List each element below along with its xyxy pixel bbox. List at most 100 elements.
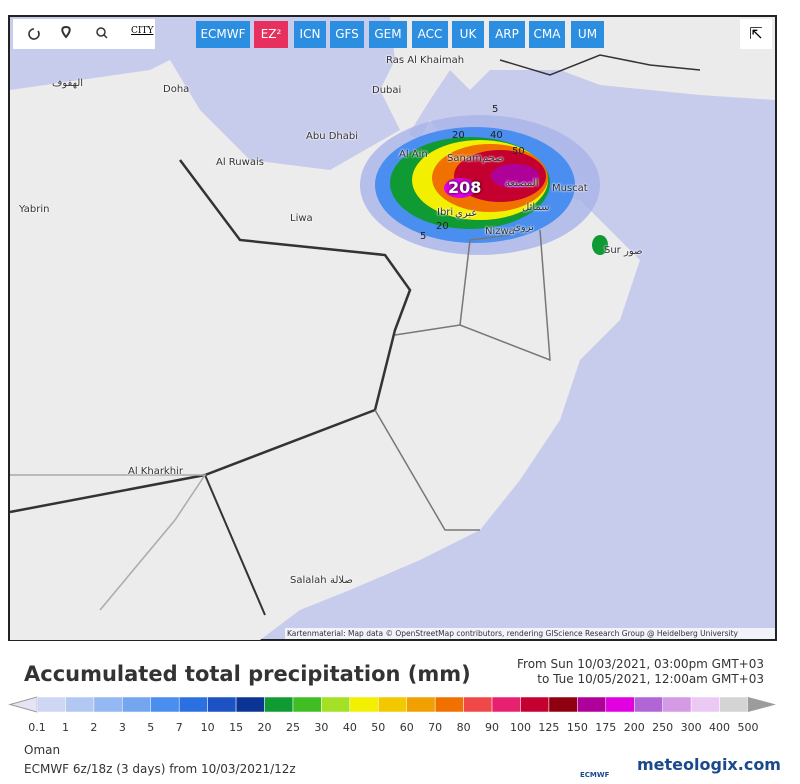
legend-swatch xyxy=(719,696,749,713)
legend-label: 7 xyxy=(175,721,183,734)
region-border xyxy=(459,234,511,326)
site-logo[interactable]: meteologix.com xyxy=(637,755,781,774)
place-label: Salalah xyxy=(290,575,327,586)
location-icon[interactable] xyxy=(61,25,71,39)
place-label: Doha xyxy=(163,84,190,95)
region-border xyxy=(394,229,551,362)
legend-label: 125 xyxy=(538,721,560,734)
place-label: Sur xyxy=(604,245,621,256)
model-button[interactable]: ARP xyxy=(489,21,525,48)
border xyxy=(499,54,701,76)
model-info: ECMWF 6z/18z (3 days) from 10/03/2021/12… xyxy=(24,762,296,776)
place-label: Abu Dhabi xyxy=(306,131,358,142)
legend-swatch xyxy=(65,696,95,713)
legend-label: 40 xyxy=(342,721,357,734)
legend-swatch xyxy=(406,696,436,713)
model-button[interactable]: UM xyxy=(571,21,604,48)
place-label: Muscat xyxy=(552,183,588,194)
place-label: Al Ruwais xyxy=(216,157,264,168)
place-label: Ras Al Khaimah xyxy=(386,55,465,66)
legend-swatch xyxy=(122,696,152,713)
legend-swatch xyxy=(548,696,578,713)
model-button[interactable]: CMA xyxy=(529,21,565,48)
legend-label: 200 xyxy=(623,721,645,734)
place-label: Al Kharkhir xyxy=(128,466,183,477)
city-toggle[interactable]: CITY xyxy=(131,26,154,36)
model-button[interactable]: EZ² xyxy=(254,21,288,48)
legend-swatch xyxy=(292,696,322,713)
legend-swatch xyxy=(577,696,607,713)
share-button[interactable]: ⇱ xyxy=(740,19,772,49)
place-label: المصنعة xyxy=(505,178,539,189)
legend-swatch xyxy=(235,696,265,713)
place-label: سمائل xyxy=(522,202,550,213)
model-button[interactable]: GEM xyxy=(369,21,407,48)
legend-label: 30 xyxy=(314,721,329,734)
legend-label: 15 xyxy=(229,721,244,734)
legend-label: 150 xyxy=(566,721,588,734)
legend-label: 0.1 xyxy=(28,721,46,734)
model-button[interactable]: ECMWF xyxy=(196,21,250,48)
zoom-icon[interactable] xyxy=(96,27,106,37)
legend-swatch xyxy=(690,696,720,713)
place-label: Al Ain xyxy=(399,149,428,160)
qatar xyxy=(150,60,185,110)
contour-label: 20 xyxy=(436,221,449,232)
precip xyxy=(444,178,476,198)
ecmwf-logo: ECMWF xyxy=(580,771,610,779)
place-label: Liwa xyxy=(290,213,313,224)
legend-swatch xyxy=(207,696,237,713)
legend-label: 300 xyxy=(680,721,702,734)
legend-label: 500 xyxy=(737,721,759,734)
contour-label: 50 xyxy=(512,146,525,157)
legend-swatch xyxy=(633,696,663,713)
model-button[interactable]: ICN xyxy=(294,21,326,48)
legend-swatch xyxy=(520,696,550,713)
legend-swatch xyxy=(321,696,351,713)
precip xyxy=(491,164,539,188)
legend-label: 90 xyxy=(485,721,500,734)
legend-swatch xyxy=(8,696,38,713)
legend-label: 25 xyxy=(285,721,300,734)
legend-swatch xyxy=(491,696,521,713)
legend-label: 60 xyxy=(399,721,414,734)
contour-label: 40 xyxy=(490,130,503,141)
place-label: Nizwa xyxy=(485,226,515,237)
refresh-icon[interactable] xyxy=(28,28,40,40)
legend-swatch xyxy=(463,696,493,713)
legend-label: 175 xyxy=(595,721,617,734)
date-to: to Tue 10/05/2021, 12:00am GMT+03 xyxy=(537,672,764,686)
model-button[interactable]: ACC xyxy=(412,21,448,48)
legend-label: 70 xyxy=(428,721,443,734)
toolbar-icons xyxy=(28,25,108,40)
model-button[interactable]: UK xyxy=(452,21,484,48)
contour-label: 20 xyxy=(452,130,465,141)
legend-label: 20 xyxy=(257,721,272,734)
precip xyxy=(592,235,608,255)
legend-label: 50 xyxy=(371,721,386,734)
place-label: صلالة xyxy=(330,575,353,586)
attribution: Kartenmaterial: Map data © OpenStreetMap… xyxy=(287,629,738,638)
place-label: نزوى xyxy=(513,222,534,233)
model-button[interactable]: GFS xyxy=(330,21,364,48)
place-label: صور xyxy=(624,246,643,257)
place-label: الهفوف xyxy=(52,78,84,89)
place-label: عبري xyxy=(455,208,478,219)
legend-swatch xyxy=(378,696,407,713)
region: Oman xyxy=(24,743,61,757)
legend-label: 3 xyxy=(118,721,126,734)
border xyxy=(9,159,412,514)
legend-swatch xyxy=(93,696,123,713)
legend-swatch xyxy=(36,696,66,713)
legend xyxy=(8,696,776,713)
legend-label: 250 xyxy=(652,721,674,734)
legend-swatch xyxy=(748,697,776,712)
legend-swatch xyxy=(662,696,692,713)
legend-label: 5 xyxy=(147,721,155,734)
contour-label: 5 xyxy=(492,104,499,115)
road xyxy=(10,474,207,611)
zoom-icon[interactable] xyxy=(103,34,108,39)
legend-label: 100 xyxy=(509,721,531,734)
region-border xyxy=(374,409,480,531)
